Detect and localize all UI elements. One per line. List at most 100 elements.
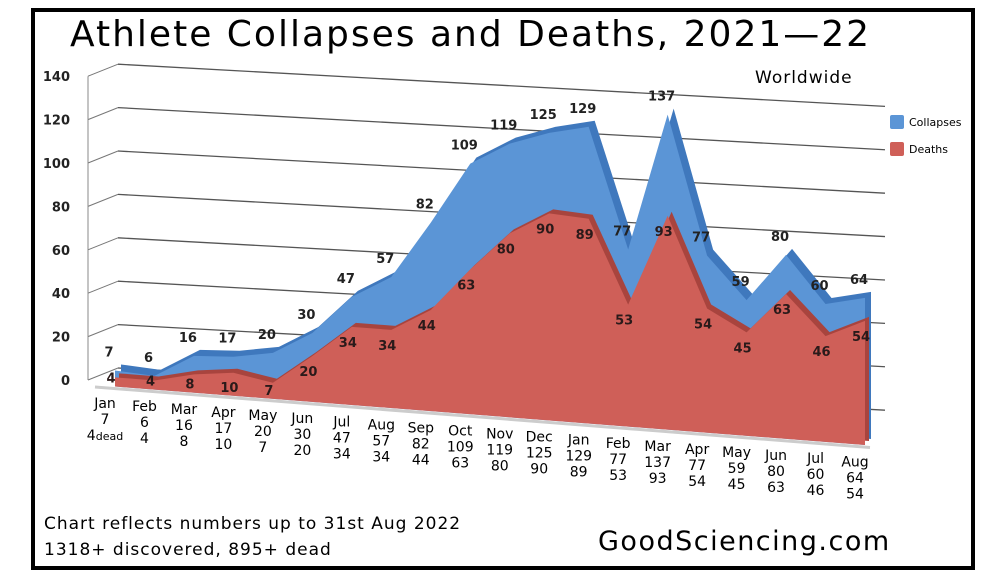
legend-item-deaths: Deaths (890, 142, 961, 156)
collapses-data-label: 17 (218, 332, 236, 347)
x-tick-collapses: 82 (412, 436, 430, 452)
x-tick-deaths: 54 (846, 486, 864, 502)
x-tick-month: Feb (132, 399, 157, 415)
x-tick-month: Jan (567, 433, 590, 449)
x-tick-collapses: 16 (175, 418, 193, 434)
collapses-data-label: 125 (530, 108, 557, 123)
y-tick-label: 40 (52, 287, 70, 302)
footnote-totals: 1318+ discovered, 895+ dead (44, 540, 332, 560)
x-tick-month: Mar (644, 439, 671, 455)
collapses-data-label: 57 (376, 252, 394, 267)
x-tick-collapses: 80 (767, 464, 785, 480)
x-tick-month: May (722, 445, 751, 461)
deaths-data-label: 80 (497, 242, 515, 257)
gridline-diag (87, 193, 119, 207)
deaths-data-label: 10 (220, 381, 238, 396)
collapses-data-label: 80 (771, 230, 789, 245)
deaths-area (115, 213, 865, 446)
y-tick-label: 20 (52, 331, 70, 346)
deaths-data-label: 20 (299, 365, 317, 380)
collapses-data-label: 82 (416, 198, 434, 213)
x-tick-collapses: 137 (644, 455, 671, 471)
x-tick-collapses: 77 (688, 458, 706, 474)
collapses-data-label: 109 (451, 139, 478, 154)
gridline-diag (87, 107, 119, 121)
gridline-diag (87, 237, 119, 251)
x-tick-month: Apr (685, 442, 709, 458)
collapses-data-label: 64 (850, 273, 868, 288)
x-tick-month: Apr (211, 405, 235, 421)
x-tick-month: Jun (290, 411, 313, 427)
footnote-date: Chart reflects numbers up to 31st Aug 20… (44, 514, 462, 534)
deaths-data-label: 44 (418, 319, 436, 334)
x-tick-month: Jul (332, 414, 350, 430)
x-tick-deaths: 89 (570, 465, 588, 481)
collapses-data-label: 119 (490, 119, 517, 134)
x-tick-deaths: 90 (530, 462, 548, 478)
deaths-data-label: 89 (576, 228, 594, 243)
deaths-data-label: 4 (146, 375, 155, 390)
deaths-data-label: 34 (378, 339, 396, 354)
x-tick-collapses: 109 (447, 439, 474, 455)
gridline (117, 63, 886, 108)
x-tick-deaths: 34 (333, 446, 351, 462)
y-tick-label: 80 (52, 200, 70, 215)
x-tick-deaths: 34 (372, 449, 390, 465)
y-tick-label: 100 (43, 157, 70, 172)
x-tick-collapses: 20 (254, 424, 272, 440)
x-tick-deaths: 63 (451, 455, 469, 471)
x-tick-collapses: 59 (728, 461, 746, 477)
chart-title: Athlete Collapses and Deaths, 2021—22 (70, 14, 872, 55)
collapses-data-label: 137 (648, 90, 675, 105)
x-tick-collapses: 64 (846, 470, 864, 486)
x-tick-month: Jul (806, 451, 824, 467)
chart-subtitle: Worldwide (755, 68, 853, 88)
deaths-data-label: 53 (615, 314, 633, 329)
x-tick-month: Aug (368, 417, 395, 433)
collapses-data-label: 77 (613, 224, 631, 239)
legend-swatch (890, 115, 904, 129)
deaths-data-label: 90 (536, 222, 554, 237)
x-tick-collapses: 57 (372, 433, 390, 449)
x-tick-month: Jan (93, 396, 116, 412)
x-tick-month: Nov (486, 427, 513, 443)
collapses-data-label: 30 (297, 308, 315, 323)
legend-label: Collapses (909, 115, 962, 129)
x-tick-month: Oct (448, 423, 473, 439)
gridline-diag (87, 150, 119, 164)
x-tick-collapses: 47 (333, 430, 351, 446)
deaths-data-label: 54 (694, 318, 712, 333)
x-tick-deaths: 46 (807, 483, 825, 499)
x-axis-floor (94, 385, 871, 449)
x-tick-collapses: 60 (807, 467, 825, 483)
y-tick-label: 0 (61, 374, 70, 389)
x-tick-deaths: 44 (412, 452, 430, 468)
x-tick-month: Mar (171, 402, 198, 418)
legend-swatch (890, 142, 904, 156)
x-tick-month: May (248, 408, 277, 424)
x-tick-collapses: 7 (101, 412, 110, 428)
collapses-data-label: 60 (810, 279, 828, 294)
brand: GoodSciencing.com (598, 526, 891, 557)
x-tick-deaths: 93 (649, 471, 667, 487)
legend-item-collapses: Collapses (890, 115, 961, 129)
y-tick-label: 140 (43, 70, 70, 85)
collapses-data-label: 20 (258, 328, 276, 343)
collapses-data-label: 59 (732, 275, 750, 290)
gridline-diag (87, 324, 119, 338)
deaths-data-label: 45 (734, 341, 752, 356)
x-tick-deaths: 4dead (87, 428, 123, 444)
deaths-data-label: 93 (655, 225, 673, 240)
deaths-data-label: 7 (264, 384, 273, 399)
deaths-data-label: 34 (339, 336, 357, 351)
deaths-data-label: 46 (812, 345, 830, 360)
gridline (117, 106, 886, 151)
x-tick-deaths: 7 (258, 440, 267, 456)
x-tick-deaths: 54 (688, 474, 706, 490)
legend: Collapses Deaths (890, 115, 961, 169)
deaths-data-label: 54 (852, 330, 870, 345)
x-tick-deaths: 8 (179, 434, 188, 450)
x-tick-month: Sep (408, 420, 435, 436)
collapses-data-label: 16 (179, 331, 197, 346)
